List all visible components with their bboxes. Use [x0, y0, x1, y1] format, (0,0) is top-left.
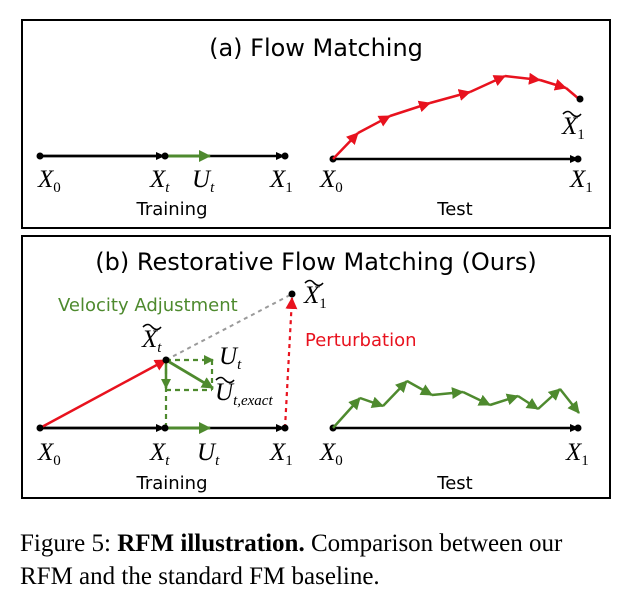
- panel-a-title: (a) Flow Matching: [209, 34, 423, 62]
- caption-rest: Comparison between our RFM and the stand…: [20, 530, 563, 590]
- panel-a-x0-label: X0: [37, 166, 61, 196]
- panel-b-xt-tilde-dot: [162, 356, 170, 364]
- ut-top-label: Ut: [219, 343, 242, 373]
- panel-a-x1-tilde-dot: [576, 95, 584, 103]
- panel-a-x1-dot: [281, 152, 289, 160]
- panel-a-ut-label: Ut: [192, 166, 215, 196]
- panel-a-test-x0-label: X0: [319, 166, 343, 196]
- panel-b-test-trajectory: [332, 379, 580, 429]
- panel-b-x0-dot: [36, 424, 44, 432]
- caption-bold: RFM illustration.: [117, 530, 305, 557]
- panel-b-ut-label: Ut: [197, 439, 220, 469]
- panel-b-xt-tilde-label: Xt: [141, 326, 162, 356]
- xt-tilde-mark: [142, 323, 162, 331]
- panel-a-xt-label: Xt: [149, 166, 170, 196]
- ut-exact-label: Ut,exact: [215, 379, 273, 409]
- panel-b-frame: [21, 235, 611, 499]
- ut-exact-arrow: [165, 358, 214, 390]
- panel-b-x1-label: X1: [269, 439, 293, 469]
- velocity-box: [164, 360, 214, 428]
- panel-a-x0-dot: [36, 152, 44, 160]
- panel-a-xt-dot: [161, 152, 169, 160]
- panel-b-test-x1-label: X1: [565, 439, 589, 469]
- ut-exact-mark: [215, 376, 235, 384]
- panel-b-x0-to-xt-tilde: [39, 358, 167, 430]
- panel-a-test-x1-dot: [574, 155, 582, 163]
- panel-a-frame: [21, 19, 611, 229]
- panel-b-perturbation-arrow: [283, 297, 298, 429]
- panel-a-test-label: Test: [436, 199, 472, 220]
- panel-b-test-x0-label: X0: [319, 439, 343, 469]
- panel-b-training-label: Training: [135, 473, 207, 494]
- panel-a-x1-label: X1: [269, 166, 293, 196]
- panel-b-x1-dot: [281, 424, 289, 432]
- panel-b-test-label: Test: [436, 473, 472, 494]
- panel-b-x0-label: X0: [37, 439, 61, 469]
- panel-b-test-x1-dot: [574, 424, 582, 432]
- perturbation-label: Perturbation: [305, 330, 417, 351]
- panel-a-test-trajectory: [332, 72, 580, 160]
- panel-a-x1-tilde-label: X1: [561, 113, 585, 143]
- panel-b-title: (b) Restorative Flow Matching (Ours): [95, 248, 536, 276]
- x1-tilde-mark: [304, 279, 324, 287]
- panel-a-training-label: Training: [135, 199, 207, 220]
- panel-b-xt-label: Xt: [149, 439, 170, 469]
- panel-b-x1-tilde-dot: [288, 290, 296, 298]
- velocity-adjustment-label: Velocity Adjustment: [58, 295, 238, 316]
- caption-prefix: Figure 5:: [20, 530, 118, 557]
- figure-caption: Figure 5: RFM illustration. Comparison b…: [20, 527, 620, 593]
- panel-a-tilde-mark: [562, 110, 582, 118]
- panel-b-xt-dot: [161, 424, 169, 432]
- panel-a-test-x1-label: X1: [569, 166, 593, 196]
- panel-b-x1-tilde-label: X1: [303, 282, 327, 312]
